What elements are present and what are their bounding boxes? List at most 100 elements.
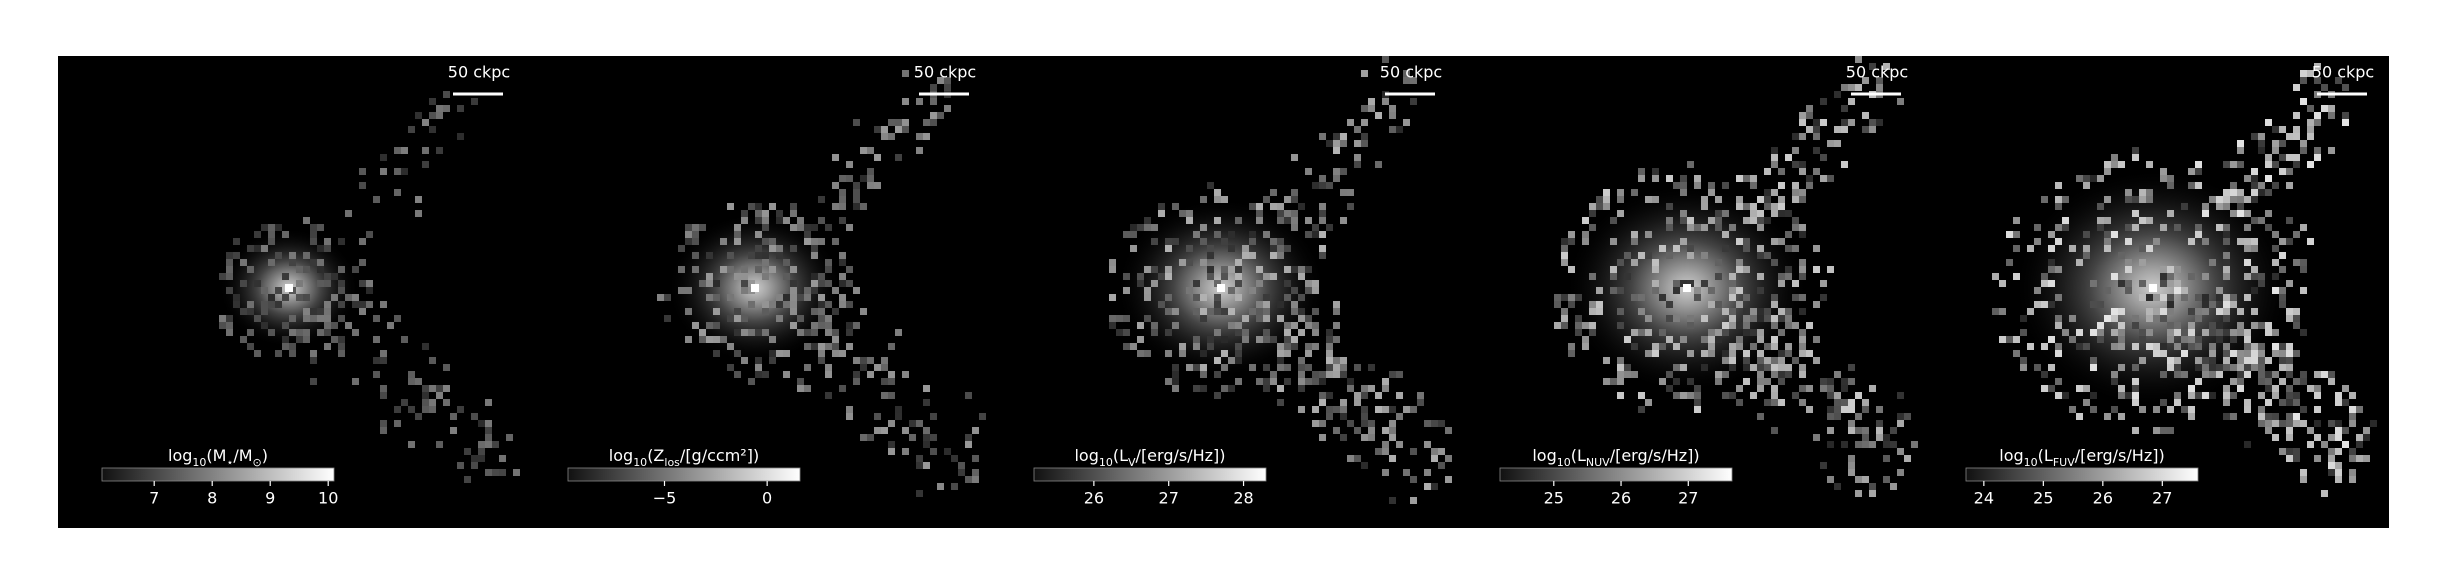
pixel: [485, 434, 492, 441]
pixel: [478, 455, 485, 462]
pixel: [2286, 217, 2293, 224]
pixel: [1361, 70, 1368, 77]
pixel: [2146, 294, 2153, 301]
pixel: [2090, 301, 2097, 308]
pixel: [783, 301, 790, 308]
pixel: [1890, 441, 1897, 448]
pixel: [1666, 385, 1673, 392]
pixel: [1638, 406, 1645, 413]
pixel: [2160, 175, 2167, 182]
pixel: [2244, 224, 2251, 231]
pixel: [429, 385, 436, 392]
pixel: [1438, 448, 1445, 455]
pixel: [1757, 315, 1764, 322]
pixel: [1158, 301, 1165, 308]
pixel: [2265, 399, 2272, 406]
pixel: [2069, 406, 2076, 413]
pixel: [1666, 175, 1673, 182]
pixel: [2251, 308, 2258, 315]
pixel: [450, 413, 457, 420]
pixel: [1869, 126, 1876, 133]
pixel: [790, 245, 797, 252]
pixel: [415, 210, 422, 217]
pixel: [2314, 63, 2321, 70]
pixel: [2202, 357, 2209, 364]
pixel: [394, 315, 401, 322]
pixel: [2293, 259, 2300, 266]
pixel: [1792, 196, 1799, 203]
pixel: [1834, 399, 1841, 406]
pixel: [1771, 357, 1778, 364]
pixel: [1855, 413, 1862, 420]
pixel: [1424, 420, 1431, 427]
pixel: [2244, 245, 2251, 252]
pixel: [692, 266, 699, 273]
pixel: [1827, 266, 1834, 273]
pixel: [485, 441, 492, 448]
pixel: [727, 343, 734, 350]
pixel: [727, 364, 734, 371]
pixel: [2300, 371, 2307, 378]
pixel: [1715, 217, 1722, 224]
pixel: [268, 294, 275, 301]
pixel: [1347, 385, 1354, 392]
pixel: [888, 343, 895, 350]
pixel: [1228, 287, 1235, 294]
pixel: [2090, 280, 2097, 287]
pixel: [303, 294, 310, 301]
pixel: [783, 350, 790, 357]
pixel: [2153, 315, 2160, 322]
pixel: [1382, 469, 1389, 476]
pixel: [2048, 259, 2055, 266]
pixel: [2258, 420, 2265, 427]
pixel: [2251, 350, 2258, 357]
pixel: [1165, 329, 1172, 336]
pixel: [2265, 119, 2272, 126]
pixel: [748, 378, 755, 385]
pixel: [811, 322, 818, 329]
pixel: [2041, 385, 2048, 392]
pixel: [324, 245, 331, 252]
pixel: [2300, 476, 2307, 483]
pixel: [2209, 259, 2216, 266]
pixel: [1340, 189, 1347, 196]
pixel: [1666, 336, 1673, 343]
pixel: [2174, 224, 2181, 231]
pixel: [2209, 357, 2216, 364]
pixel: [1736, 301, 1743, 308]
pixel: [254, 280, 261, 287]
pixel: [282, 231, 289, 238]
pixel: [2083, 252, 2090, 259]
pixel: [867, 357, 874, 364]
pixel: [317, 280, 324, 287]
pixel: [2055, 392, 2062, 399]
pixel: [1396, 413, 1403, 420]
pixel: [2132, 364, 2139, 371]
pixel: [1284, 343, 1291, 350]
pixel: [1722, 329, 1729, 336]
pixel: [261, 301, 268, 308]
pixel: [2300, 98, 2307, 105]
pixel: [2223, 189, 2230, 196]
pixel: [1827, 406, 1834, 413]
pixel: [2349, 392, 2356, 399]
pixel: [1750, 308, 1757, 315]
pixel: [317, 329, 324, 336]
pixel: [1778, 399, 1785, 406]
pixel: [1736, 385, 1743, 392]
pixel: [338, 266, 345, 273]
pixel: [944, 448, 951, 455]
pixel: [2160, 273, 2167, 280]
pixel: [839, 350, 846, 357]
pixel: [2251, 175, 2258, 182]
pixel: [804, 385, 811, 392]
pixel: [2125, 259, 2132, 266]
pixel: [818, 315, 825, 322]
pixel: [2335, 77, 2342, 84]
pixel: [699, 329, 706, 336]
pixel: [429, 399, 436, 406]
pixel: [776, 217, 783, 224]
pixel: [1750, 210, 1757, 217]
pixel: [1193, 280, 1200, 287]
